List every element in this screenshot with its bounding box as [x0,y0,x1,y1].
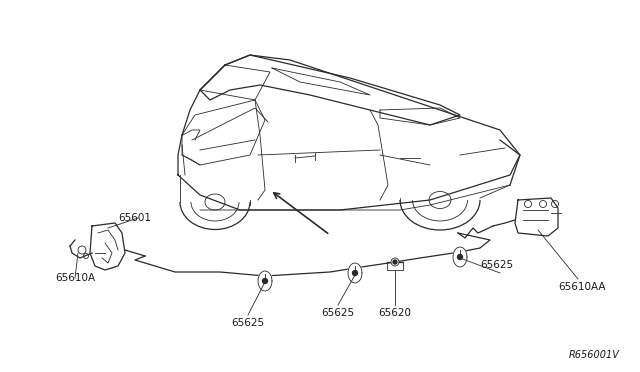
Text: 65601: 65601 [118,213,151,223]
Text: 65610AA: 65610AA [558,282,605,292]
Circle shape [458,254,463,260]
Text: 65625: 65625 [480,260,513,270]
Circle shape [393,260,397,264]
Text: 65610A: 65610A [55,273,95,283]
Circle shape [262,279,268,283]
Circle shape [391,258,399,266]
Text: R656001V: R656001V [569,350,620,360]
Circle shape [353,270,358,276]
Polygon shape [453,247,467,267]
Polygon shape [348,263,362,283]
Polygon shape [258,271,272,291]
Text: 65625: 65625 [321,308,355,318]
Text: 65620: 65620 [378,308,412,318]
Text: 65625: 65625 [232,318,264,328]
